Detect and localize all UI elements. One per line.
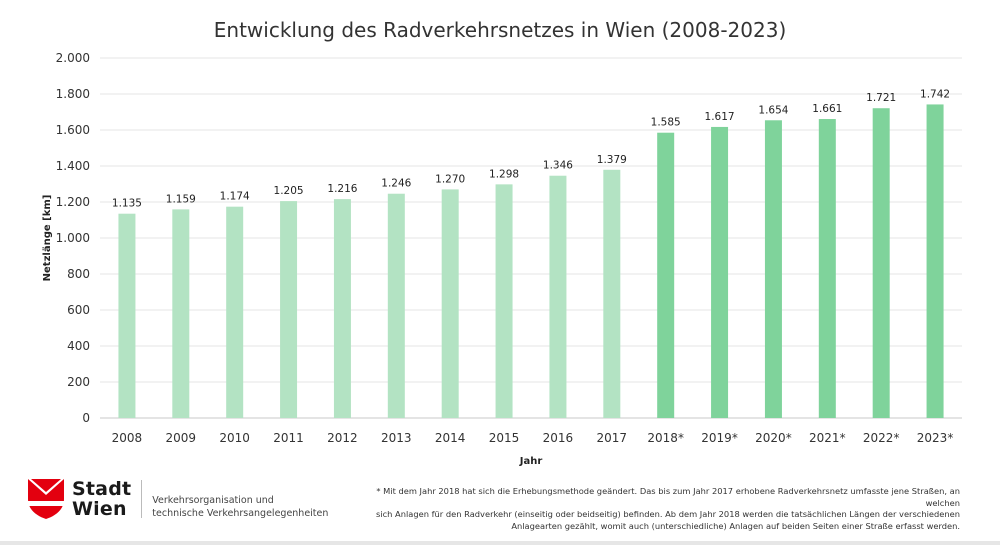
x-axis-label: Jahr bbox=[519, 456, 543, 467]
y-tick-label: 800 bbox=[67, 267, 90, 281]
x-tick-label: 2020* bbox=[755, 431, 792, 445]
data-label: 1.585 bbox=[651, 117, 681, 129]
chart-title: Entwicklung des Radverkehrsnetzes in Wie… bbox=[213, 18, 787, 42]
logo-divider bbox=[141, 480, 143, 518]
x-tick-label: 2021* bbox=[809, 431, 846, 445]
data-label: 1.742 bbox=[920, 88, 950, 100]
bar bbox=[818, 119, 836, 419]
x-tick-label: 2008 bbox=[112, 431, 143, 445]
data-label: 1.216 bbox=[327, 183, 357, 195]
bar bbox=[603, 169, 621, 418]
bar bbox=[441, 189, 459, 418]
stadt-wien-logo: Stadt Wien Verkehrsorganisation und tech… bbox=[28, 478, 328, 520]
logo-wordmark: Stadt Wien bbox=[72, 479, 131, 519]
y-tick-label: 1.600 bbox=[56, 123, 90, 137]
y-tick-label: 1.800 bbox=[56, 87, 90, 101]
bar bbox=[387, 193, 405, 418]
bar bbox=[172, 209, 190, 418]
bar bbox=[118, 213, 136, 418]
bar bbox=[764, 120, 782, 418]
x-tick-label: 2012 bbox=[327, 431, 358, 445]
footer-bar bbox=[0, 541, 1000, 545]
x-tick-label: 2015 bbox=[489, 431, 520, 445]
logo-line-1: Stadt bbox=[72, 478, 132, 500]
bar bbox=[495, 184, 513, 418]
x-tick-label: 2009 bbox=[166, 431, 197, 445]
y-tick-label: 1.400 bbox=[56, 159, 90, 173]
vienna-coat-of-arms-icon bbox=[28, 479, 64, 519]
bar bbox=[549, 175, 567, 418]
data-label: 1.298 bbox=[489, 168, 519, 180]
bar bbox=[657, 132, 675, 418]
bar-chart: 0 200 400 600 800 1.000 1.200 1.400 1.600 1.800 2.… bbox=[42, 51, 962, 467]
x-tick-label: 2023* bbox=[917, 431, 954, 445]
x-tick-label: 2010 bbox=[219, 431, 250, 445]
data-label: 1.135 bbox=[112, 198, 142, 210]
data-label: 1.346 bbox=[543, 160, 573, 172]
x-tick-label: 2018* bbox=[647, 431, 684, 445]
data-label: 1.379 bbox=[597, 154, 627, 166]
footnote-line-1: * Mit dem Jahr 2018 hat sich die Erhebun… bbox=[376, 486, 960, 508]
logo-line-2: Wien bbox=[72, 498, 127, 520]
data-label: 1.205 bbox=[274, 185, 304, 197]
data-label: 1.270 bbox=[435, 173, 465, 185]
data-label: 1.159 bbox=[166, 193, 196, 205]
y-tick-label: 1.200 bbox=[56, 195, 90, 209]
x-tick-label: 2013 bbox=[381, 431, 412, 445]
y-tick-label: 0 bbox=[82, 411, 90, 425]
y-tick-label: 400 bbox=[67, 339, 90, 353]
footnote-line-3: Anlagearten gezählt, womit auch (untersc… bbox=[511, 520, 960, 531]
department-line-2: technische Verkehrsangelegenheiten bbox=[152, 508, 329, 519]
footnote-line-2: sich Anlagen für den Radverkehr (einseit… bbox=[375, 509, 960, 519]
data-label: 1.661 bbox=[812, 103, 842, 115]
bar bbox=[226, 206, 244, 418]
y-tick-label: 200 bbox=[67, 375, 90, 389]
bar bbox=[711, 126, 729, 418]
department-name: Verkehrsorganisation und technische Verk… bbox=[152, 494, 328, 520]
department-line-1: Verkehrsorganisation und bbox=[152, 495, 274, 506]
x-tick-label: 2019* bbox=[701, 431, 738, 445]
methodology-footnote: * Mit dem Jahr 2018 hat sich die Erhebun… bbox=[370, 486, 960, 532]
bar bbox=[280, 201, 298, 418]
bar bbox=[926, 104, 944, 418]
y-tick-label: 600 bbox=[67, 303, 90, 317]
data-label: 1.721 bbox=[866, 92, 896, 104]
bar bbox=[333, 199, 351, 418]
data-label: 1.654 bbox=[758, 104, 788, 116]
bar bbox=[872, 108, 890, 418]
data-label: 1.174 bbox=[220, 191, 250, 203]
y-axis-label: Netzlänge [km] bbox=[42, 195, 53, 282]
x-tick-label: 2014 bbox=[435, 431, 466, 445]
x-tick-label: 2016 bbox=[543, 431, 574, 445]
data-label: 1.617 bbox=[705, 111, 735, 123]
y-tick-label: 1.000 bbox=[56, 231, 90, 245]
x-tick-label: 2011 bbox=[273, 431, 304, 445]
x-tick-label: 2022* bbox=[863, 431, 900, 445]
y-tick-label: 2.000 bbox=[56, 51, 90, 65]
x-tick-label: 2017 bbox=[597, 431, 628, 445]
data-label: 1.246 bbox=[381, 178, 411, 190]
